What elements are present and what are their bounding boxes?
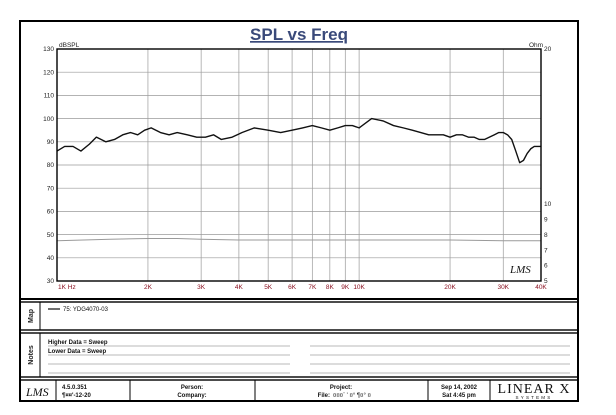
y-axis-label: dBSPL [59,42,80,49]
y2-tick-label: 5 [544,278,548,285]
x-tick-labels: 1K Hz 2K 3K 4K 5K 6K 7K 8K 9K 10K 20K 30K 40K [58,284,547,291]
y-tick-label: 80 [47,162,55,169]
footer-panel [19,379,579,402]
note-line-1: Higher Data = Sweep [48,340,108,346]
y-tick-label: 90 [47,139,55,146]
y2-tick-label: 8 [544,232,548,239]
lms-watermark: LMS [509,264,531,276]
report-time: Sat 4:45 pm [442,393,476,399]
note-line-2: Lower Data = Sweep [48,349,107,355]
software-version: 4.5.0.351 [62,385,88,391]
y-tick-label: 50 [47,232,55,239]
file-label: File: [318,393,330,399]
notes-panel-label: Notes [28,345,35,365]
y-tick-label: 130 [43,46,54,53]
x-tick-label: 6K [288,284,297,291]
notes-panel [19,332,579,378]
company-label: Company: [177,393,206,399]
x-tick-label: 1K Hz [58,284,76,291]
x-tick-label: 8K [326,284,335,291]
series-layer [56,117,541,242]
y-tick-label: 60 [47,209,55,216]
map-panel [19,301,579,331]
y2-tick-label: 10 [544,201,552,208]
y2-axis-label: Ohm [529,42,543,49]
x-tick-label: 30K [497,284,509,291]
x-tick-label: 9K [341,284,350,291]
y2-tick-label: 6 [544,263,548,270]
map-panel-label: Map [28,309,35,323]
note-rule-lines [48,345,570,374]
y2-tick-label: 20 [544,46,552,53]
project-label: Project: [330,385,352,391]
x-tick-label: 2K [144,284,153,291]
x-tick-label: 7K [308,284,317,291]
x-tick-label: 20K [444,284,456,291]
linearx-brand: LINEAR X [498,382,571,397]
y-tick-label: 30 [47,278,55,285]
linearx-brand-sub: SYSTEMS [516,395,553,400]
file-value: ¤¤¤¨ ' ¤° ¶¤° ¤ [333,393,371,399]
person-label: Person: [181,385,203,391]
report-date: Sep 14, 2002 [441,385,478,391]
y2-tick-labels: 5 6 7 8 9 10 20 [544,46,552,285]
serial-number: ¶¤¤'-12-20 [62,393,91,399]
y-tick-label: 40 [47,255,55,262]
x-tick-label: 40K [535,284,547,291]
x-tick-label: 4K [235,284,244,291]
x-tick-label: 3K [197,284,206,291]
plot-area [56,48,542,282]
y-tick-label: 120 [43,69,54,76]
y2-tick-label: 7 [544,247,548,254]
y-tick-labels: 30 40 50 60 70 80 90 100 110 120 130 [43,46,54,285]
x-tick-label: 10K [353,284,365,291]
legend-entry: 75: YDG4070-03 [63,307,109,313]
grid-lines [56,48,542,282]
spl-series-line [56,117,541,164]
y2-tick-label: 9 [544,216,548,223]
chart-title: SPL vs Freq [250,25,348,44]
y-tick-label: 100 [43,116,54,123]
y-tick-label: 110 [44,93,55,100]
lms-logo: LMS [25,385,49,399]
y-tick-label: 70 [47,185,55,192]
impedance-series-line [56,237,541,242]
x-tick-label: 5K [264,284,273,291]
